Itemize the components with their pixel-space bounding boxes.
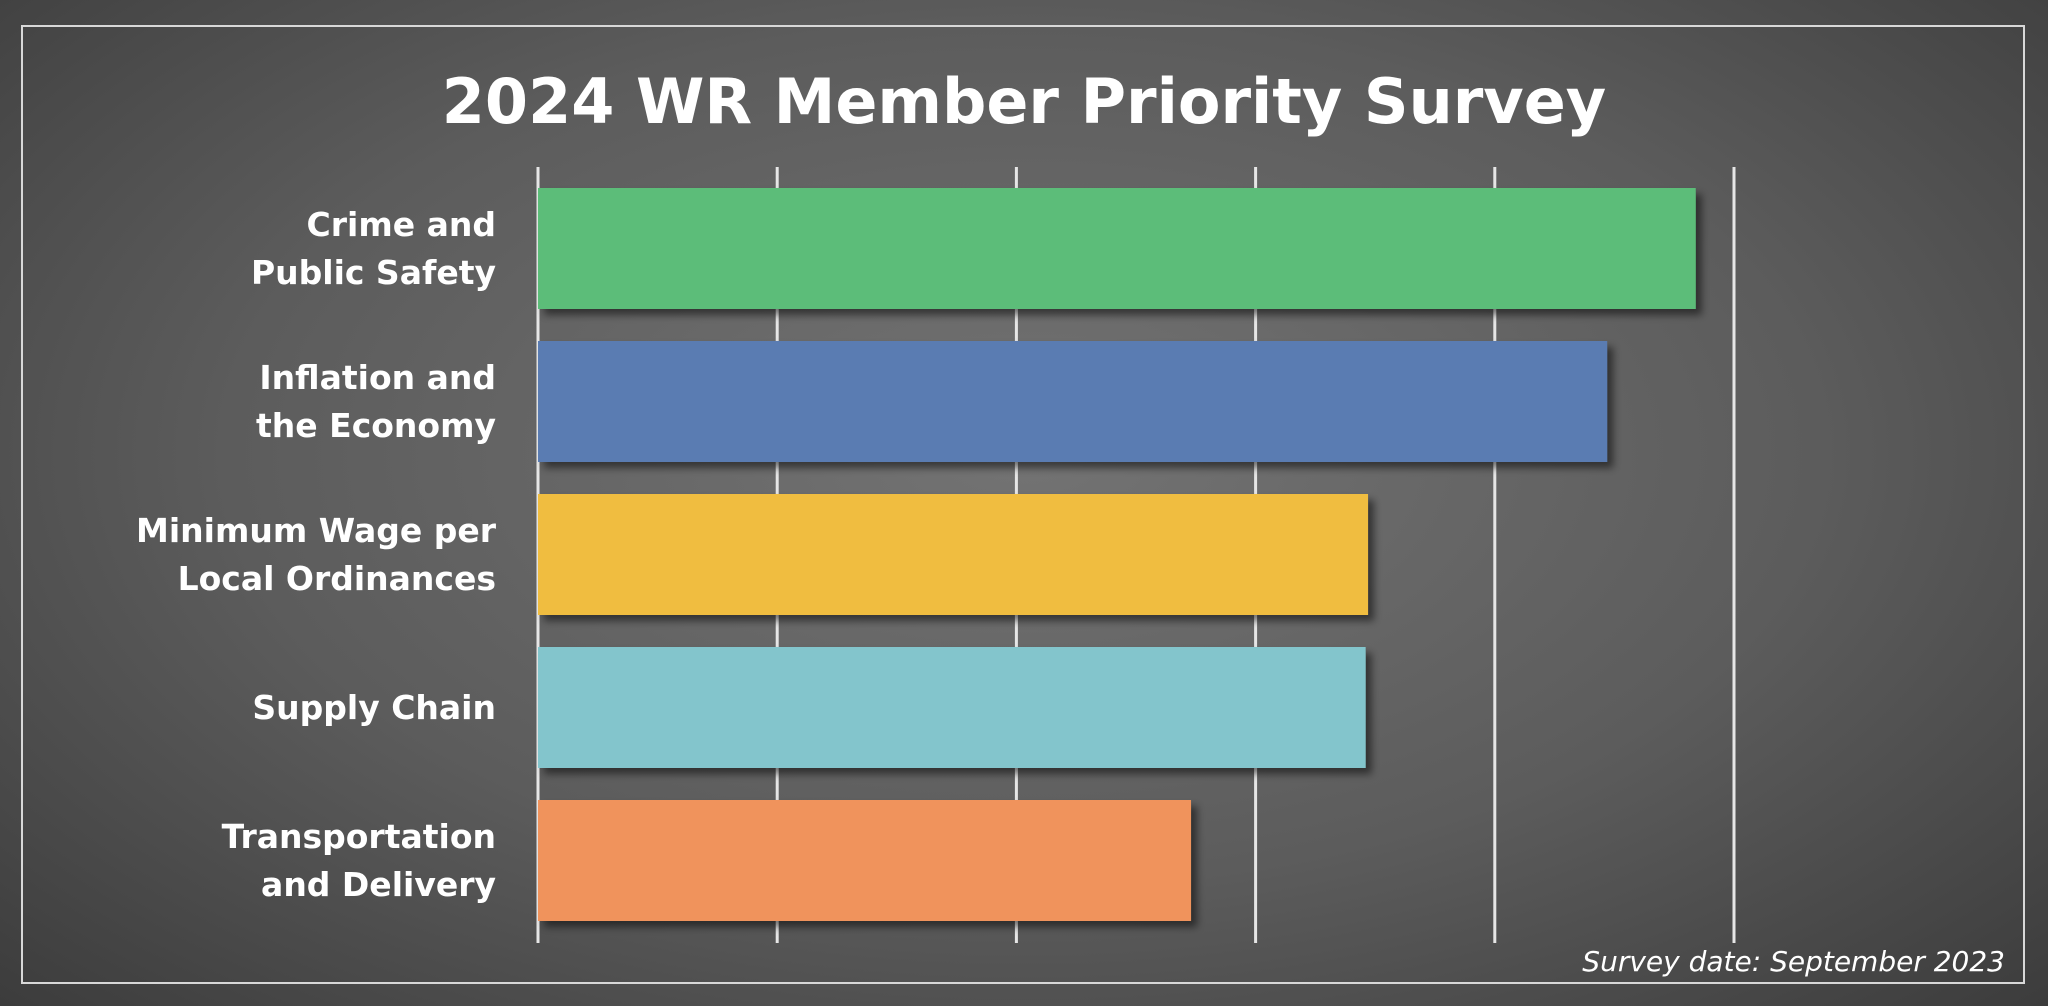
bar [538, 494, 1369, 615]
bar [538, 800, 1192, 921]
category-label: Inflation and the Economy [256, 357, 496, 445]
chart-title: 2024 WR Member Priority Survey [441, 65, 1607, 138]
category-label: Minimum Wage per Local Ordinances [136, 510, 496, 598]
category-label: Crime and Public Safety [250, 204, 496, 292]
category-label: Transportation and Delivery [221, 816, 496, 904]
bar [538, 341, 1608, 462]
category-label: Supply Chain [252, 687, 496, 727]
bar [538, 188, 1696, 309]
bar [538, 647, 1366, 768]
frame [21, 25, 2025, 984]
footnote: Survey date: September 2023 [1582, 945, 2005, 978]
